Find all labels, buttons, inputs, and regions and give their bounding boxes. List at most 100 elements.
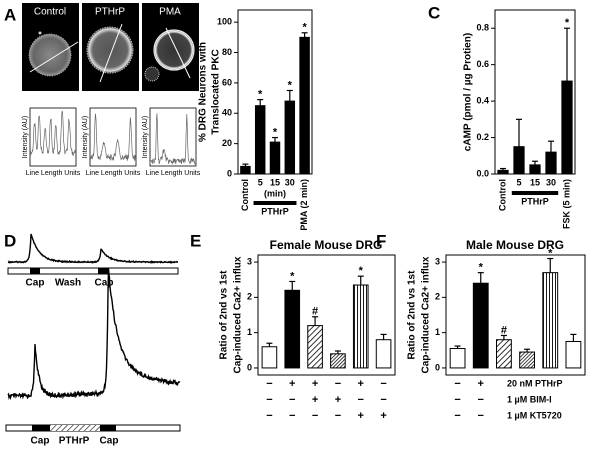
x-tick-label: PMA (2 min) [299, 179, 309, 231]
profile-frame [149, 107, 197, 167]
bar [497, 169, 509, 175]
significance-marker: * [288, 79, 293, 91]
y-axis-label: cAMP (pmol / µg Protien) [463, 33, 474, 151]
y-tick-label: 1 [247, 327, 252, 337]
group-label: PTHrP [521, 196, 549, 206]
significance-marker: * [359, 265, 364, 277]
treatment-sign: − [380, 394, 386, 406]
y-tick-label: 0 [435, 362, 440, 372]
panel-label: E [190, 231, 201, 250]
y-axis-label: % DRG Neurons with [198, 42, 209, 142]
plot-frame [257, 254, 396, 376]
treatment-sign: + [312, 394, 318, 406]
significance-marker: * [548, 247, 553, 259]
y-tick-label: 0.0 [476, 168, 489, 178]
panel-label: C [428, 3, 440, 22]
y-tick-label: 2 [435, 292, 440, 302]
trace [7, 267, 181, 401]
bar [561, 80, 573, 175]
treatment-sign: + [358, 410, 364, 422]
group-bar [253, 201, 297, 205]
y-tick-label: 3 [435, 256, 440, 266]
y-tick-label: 1 [435, 327, 440, 337]
stimulus-label: PTHrP [59, 436, 90, 447]
bar [519, 351, 535, 369]
x-tick-label: 15 [270, 177, 280, 187]
image-label: PTHrP [95, 7, 125, 18]
y-tick-label: 60 [222, 77, 232, 87]
plot-frame [445, 254, 586, 376]
stimulus-label: Wash [55, 278, 81, 289]
bar [529, 164, 541, 175]
micrograph: PTHrP [82, 3, 139, 91]
panel-label: D [4, 231, 16, 250]
bar [352, 284, 369, 369]
profile-x-label: Line Length Units [86, 170, 141, 177]
y-tick-label: 100 [217, 17, 232, 27]
profile-trace [89, 113, 137, 162]
y-tick-label: 80 [222, 47, 232, 57]
treatment-sign: − [266, 394, 272, 406]
y-axis-label: Translocated PKC [211, 49, 222, 135]
panel-label: F [376, 231, 386, 250]
y-tick-label: 3 [247, 256, 252, 266]
panel-label: B [183, 3, 195, 22]
significance-marker: # [501, 324, 507, 336]
x-tick-label: Control [240, 179, 250, 211]
bar [269, 141, 281, 175]
significance-marker: # [312, 306, 318, 318]
treatment-sign: − [266, 410, 272, 422]
treatment-label: 1 µM KT5720 [507, 410, 562, 420]
profile-x-label: Line Length Units [26, 170, 81, 177]
bar [254, 105, 266, 175]
profile-trace [149, 113, 197, 166]
trace [7, 233, 178, 265]
treatment-sign: + [312, 378, 318, 390]
bar [472, 282, 489, 369]
treatment-sign: + [358, 378, 364, 390]
x-tick-label: 30 [285, 177, 295, 187]
bar [449, 348, 466, 369]
treatment-label: 20 nM PTHrP [507, 378, 563, 388]
treatment-sign: + [289, 378, 295, 390]
unit-label: (min) [264, 188, 286, 198]
bar [513, 146, 525, 175]
treatment-sign: − [380, 378, 386, 390]
treatment-sign: − [289, 410, 295, 422]
micrograph: PMA [142, 3, 199, 91]
bar [284, 100, 296, 175]
x-tick-label: 5 [258, 177, 263, 187]
group-bar [511, 191, 559, 195]
significance-marker: * [273, 126, 278, 138]
x-tick-label: 30 [546, 177, 556, 187]
profile-plot: Intensity (AU) Line Length Units [22, 107, 81, 177]
panel-label: A [4, 5, 16, 24]
calcium-traces: Cap Wash Cap Cap PTHrP Cap [5, 233, 181, 447]
treatment-sign: − [358, 394, 364, 406]
treatment-sign: + [335, 394, 341, 406]
y-tick-label: 0.6 [476, 59, 489, 69]
bar [299, 36, 310, 175]
y-tick-label: 0.8 [476, 23, 489, 33]
bar [261, 346, 278, 369]
bar [545, 151, 557, 175]
image-label: Control [34, 7, 66, 18]
treatment-sign: − [266, 378, 272, 390]
treatment-sign: − [312, 410, 318, 422]
stimulus-label: Cap [26, 278, 45, 289]
treatment-sign: + [478, 378, 484, 390]
x-tick-label: 5 [516, 177, 521, 187]
y-tick-label: 0.4 [476, 95, 489, 105]
chart-title: Male Mouse DRG [466, 238, 564, 252]
profile-trace [29, 110, 77, 156]
treatment-sign: − [454, 394, 460, 406]
bar [307, 325, 323, 369]
y-tick-label: 0 [247, 362, 252, 372]
profile-plot: Intensity (AU) Line Length Units [142, 107, 201, 177]
significance-marker: * [302, 22, 307, 34]
y-tick-label: 0 [227, 168, 232, 178]
bar [496, 339, 512, 369]
y-axis-label: Ratio of 2nd vs 1st [407, 270, 418, 360]
y-tick-label: 20 [222, 138, 232, 148]
